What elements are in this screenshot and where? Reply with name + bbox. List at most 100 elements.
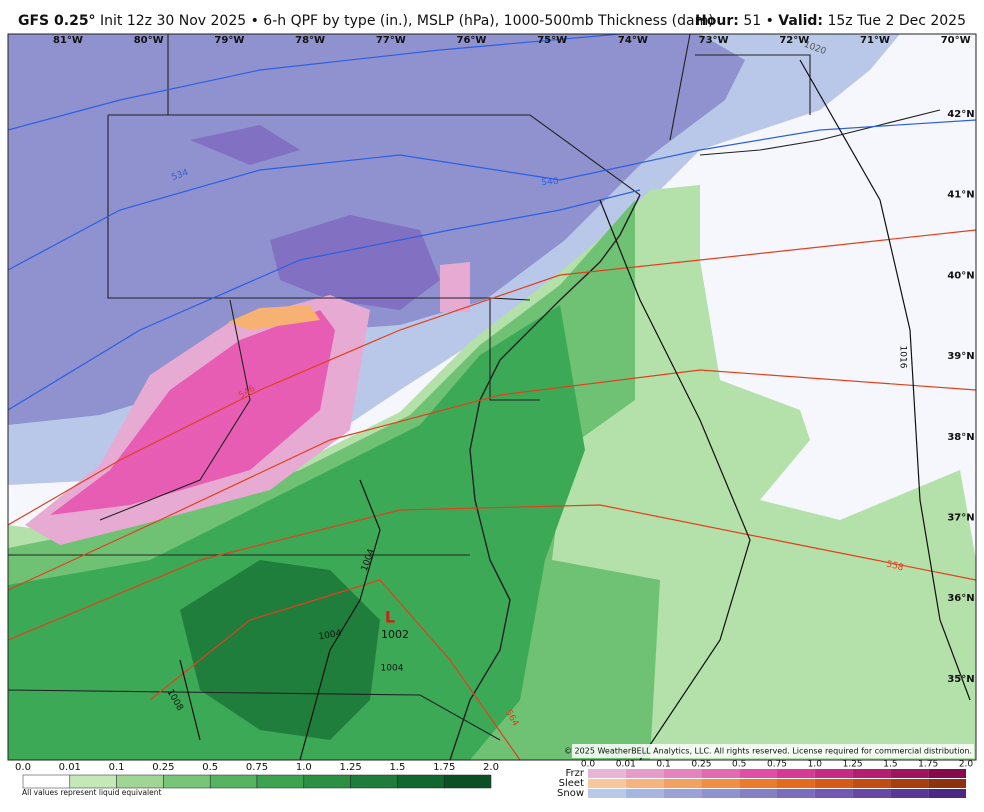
type-swatch: [777, 789, 815, 798]
type-swatch: [588, 779, 626, 788]
type-swatch: [852, 769, 891, 778]
contour-label: 1016: [898, 346, 908, 369]
rain-swatch: [303, 774, 351, 789]
rain-scale-label: 0.1: [109, 762, 125, 773]
longitude-label: 78°W: [295, 35, 325, 46]
mixed-scale-label: 0.5: [732, 760, 746, 770]
type-swatch: [663, 769, 702, 778]
rain-very-heavy: [180, 560, 380, 740]
header-left: GFS 0.25° Init 12z 30 Nov 2025 • 6-h QPF…: [18, 13, 714, 29]
type-swatch: [852, 789, 891, 798]
legend-note: All values represent liquid equivalent: [22, 788, 161, 797]
latitude-label: 42°N: [947, 109, 974, 120]
header: GFS 0.25° Init 12z 30 Nov 2025 • 6-h QPF…: [18, 13, 966, 29]
type-swatch: [588, 789, 626, 798]
latitude-label: 36°N: [947, 593, 974, 604]
type-swatch: [890, 769, 929, 778]
type-swatch: [588, 769, 626, 778]
rain-swatch: [350, 774, 398, 789]
boundaries: [8, 34, 941, 760]
mixed-scale-label: 2.0: [959, 760, 974, 770]
latitude-label: 39°N: [947, 351, 974, 362]
rain-scale-label: 0.0: [15, 762, 31, 773]
precip-type-label: Sleet: [559, 778, 584, 789]
mixed-scale-label: 0.01: [616, 760, 636, 770]
type-swatch: [739, 789, 777, 798]
mixed-scale-label: 1.75: [918, 760, 938, 770]
mixed-scale-label: 1.5: [883, 760, 897, 770]
type-swatch: [701, 789, 740, 798]
hour: 51 •: [743, 13, 774, 29]
model: GFS 0.25°: [18, 13, 96, 29]
longitude-label: 71°W: [860, 35, 890, 46]
rain-swatch: [397, 774, 445, 789]
type-swatch: [701, 779, 740, 788]
type-swatch: [739, 779, 777, 788]
mixed-scale-label: 1.25: [843, 760, 863, 770]
sleet: [228, 305, 320, 330]
rain-scale-label: 1.75: [433, 762, 455, 773]
type-swatch: [701, 769, 740, 778]
type-swatch: [663, 779, 702, 788]
rain-swatch: [22, 774, 71, 789]
type-swatch: [890, 789, 929, 798]
low-marker: L: [385, 608, 395, 627]
valid-label: Valid:: [778, 13, 823, 29]
type-swatch: [777, 779, 815, 788]
type-swatch: [625, 789, 664, 798]
longitude-label: 72°W: [779, 35, 809, 46]
low-pressure: 1002: [381, 628, 409, 641]
longitude-label: 74°W: [618, 35, 648, 46]
type-swatch: [739, 769, 777, 778]
latitude-label: 38°N: [947, 432, 974, 443]
freezing-rain-heavy: [50, 310, 335, 515]
map: 81°W 80°W 79°W 78°W 77°W 76°W 75°W 74°W 73°W 72°W…: [7, 33, 977, 761]
graticule-labels: 81°W 80°W 79°W 78°W 77°W 76°W 75°W 74°W 73°W 72°W…: [53, 35, 975, 685]
type-swatch: [814, 789, 853, 798]
rain-scale-label: 2.0: [483, 762, 499, 773]
init-info: Init 12z 30 Nov 2025 • 6-h QPF by type (…: [100, 13, 714, 29]
type-swatch: [625, 769, 664, 778]
longitude-label: 73°W: [699, 35, 729, 46]
type-swatch: [928, 789, 966, 798]
rain-scale-label: 0.5: [202, 762, 218, 773]
rain-scale-label: 0.25: [152, 762, 174, 773]
rain-heavy: [8, 305, 585, 760]
latitude-label: 37°N: [947, 513, 974, 524]
precip-type-label: Frzr: [566, 768, 585, 779]
type-swatch: [814, 779, 853, 788]
rain-swatch: [256, 774, 305, 789]
latitude-label: 41°N: [947, 190, 974, 201]
copyright: © 2025 WeatherBELL Analytics, LLC. All r…: [564, 747, 972, 756]
type-swatch: [928, 769, 966, 778]
type-swatch: [890, 779, 929, 788]
type-swatch: [777, 769, 815, 778]
rain-scale-label: 1.0: [296, 762, 312, 773]
longitude-label: 76°W: [457, 35, 487, 46]
copyright-bg: [572, 744, 974, 758]
longitude-label: 75°W: [537, 35, 567, 46]
freezing-rain-spot: [440, 262, 470, 312]
rain-scale-label: 0.75: [246, 762, 268, 773]
contour-label: 558: [885, 559, 904, 573]
longitude-label: 77°W: [376, 35, 406, 46]
rain-scale-label: 1.25: [339, 762, 361, 773]
type-swatch: [625, 779, 664, 788]
mixed-scale-label: 0.1: [656, 760, 670, 770]
rain-swatch: [443, 774, 492, 789]
contours: [8, 34, 976, 760]
mixed-scale-label: 0.25: [691, 760, 711, 770]
type-swatch: [852, 779, 891, 788]
map-layers: [8, 34, 976, 760]
hour-label: Hour:: [695, 13, 739, 29]
mixed-scale-label: 0.75: [767, 760, 787, 770]
contour-label: 1004: [318, 629, 343, 643]
latitude-label: 35°N: [947, 674, 974, 685]
longitude-label: 79°W: [214, 35, 244, 46]
mixed-scale-label: 1.0: [808, 760, 823, 770]
rain-scale-label: 1.5: [389, 762, 405, 773]
rain-scale-label: 0.01: [59, 762, 81, 773]
valid: 15z Tue 2 Dec 2025: [827, 13, 966, 29]
type-swatch: [663, 789, 702, 798]
